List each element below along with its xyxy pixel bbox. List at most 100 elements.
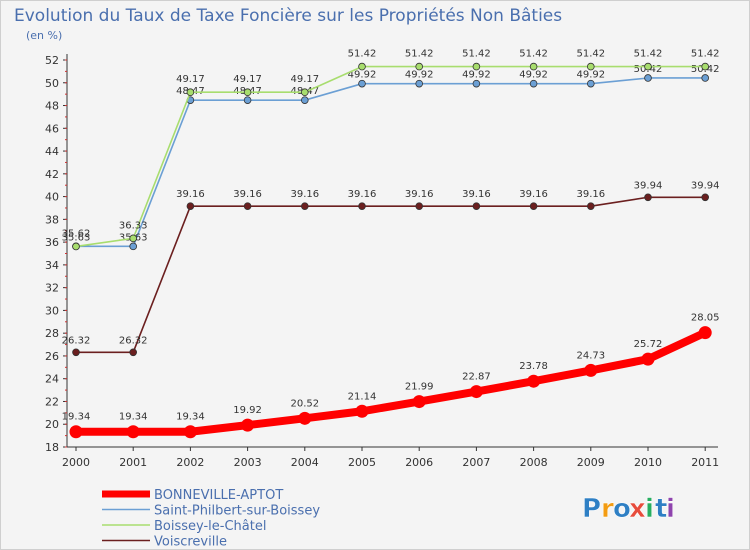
y-tick-label: 52 xyxy=(45,54,59,67)
y-tick-label: 48 xyxy=(45,100,59,113)
data-point xyxy=(412,395,426,409)
data-label: 51.42 xyxy=(462,49,491,60)
data-point xyxy=(584,363,598,377)
series-line xyxy=(72,328,710,436)
data-point xyxy=(243,202,252,210)
series-boissey-le-ch-tel: 35.62 36.33 49.17 49.17 49.17 51.42 51.42 51.42… xyxy=(62,49,720,251)
data-point xyxy=(358,62,366,71)
data-point xyxy=(129,234,138,243)
x-tick-label: 2008 xyxy=(520,456,548,469)
data-label: 39.94 xyxy=(634,180,663,191)
data-label: 39.16 xyxy=(462,189,491,200)
data-point xyxy=(469,385,483,399)
data-label: 39.16 xyxy=(348,189,377,200)
brand-letter: o xyxy=(613,494,631,524)
x-tick-label: 2011 xyxy=(691,456,719,469)
data-point xyxy=(701,193,709,202)
data-label: 49.92 xyxy=(405,70,434,81)
data-point xyxy=(415,62,424,71)
data-point xyxy=(529,202,538,210)
legend: BONNEVILLE-APTOTSaint-Philbert-sur-Boiss… xyxy=(102,488,320,550)
data-label: 35.63 xyxy=(62,232,91,243)
y-tick-label: 44 xyxy=(45,145,59,158)
series-saint-philbert-sur-boissey: 35.6335.6348.4748.4748.4749.9249.9249.92… xyxy=(62,64,720,251)
data-label: 19.92 xyxy=(233,405,262,416)
data-label: 24.73 xyxy=(576,350,605,361)
y-tick-label: 36 xyxy=(45,236,59,249)
x-tick-label: 2010 xyxy=(634,456,662,469)
data-label: 39.16 xyxy=(176,189,205,200)
data-point xyxy=(69,425,83,439)
data-point xyxy=(129,242,138,251)
data-label: 19.34 xyxy=(176,412,205,423)
data-point xyxy=(300,96,309,104)
data-point xyxy=(644,74,652,82)
data-point xyxy=(472,62,481,71)
y-tick-label: 20 xyxy=(45,418,59,431)
data-point xyxy=(358,202,366,210)
legend-label: Saint-Philbert-sur-Boissey xyxy=(154,504,320,519)
data-point xyxy=(300,88,309,97)
data-label: 26.32 xyxy=(62,335,91,346)
series-line xyxy=(75,77,706,248)
data-label: 39.16 xyxy=(233,189,262,200)
y-tick-label: 34 xyxy=(45,259,59,272)
legend-label: Boissey-le-Châtel xyxy=(154,519,266,534)
brand-letter: r xyxy=(601,494,614,524)
data-label: 39.16 xyxy=(405,189,434,200)
brand-letter: i xyxy=(645,494,654,524)
series-line xyxy=(75,196,706,354)
data-point xyxy=(243,96,252,104)
data-label: 51.42 xyxy=(405,49,434,60)
data-label: 28.05 xyxy=(691,313,720,324)
data-point xyxy=(183,425,197,439)
legend-label: BONNEVILLE-APTOT xyxy=(154,488,283,503)
y-tick-label: 22 xyxy=(45,395,59,408)
data-point xyxy=(241,418,255,432)
y-tick-label: 30 xyxy=(45,304,59,317)
x-tick-label: 2001 xyxy=(119,456,147,469)
data-label: 19.34 xyxy=(62,412,91,423)
brand-letter: i xyxy=(666,494,675,524)
unit-label: (en %) xyxy=(26,29,62,42)
data-label: 39.16 xyxy=(576,189,605,200)
data-label: 49.17 xyxy=(290,74,319,85)
brand-letter: t xyxy=(655,494,667,524)
axes: 18 20 22 24 26 28 30 32 34 36 38 40 42 44 46 48 50 52 2000… xyxy=(45,54,719,469)
data-point xyxy=(698,326,712,340)
data-label: 51.42 xyxy=(634,49,663,60)
data-label: 35.62 xyxy=(62,228,91,239)
data-point xyxy=(300,202,309,210)
data-point xyxy=(355,404,369,418)
x-tick-label: 2006 xyxy=(405,456,433,469)
data-label: 51.42 xyxy=(691,49,720,60)
data-point xyxy=(586,202,595,210)
x-tick-label: 2005 xyxy=(348,456,376,469)
data-point xyxy=(529,62,538,71)
data-point xyxy=(472,79,481,88)
data-label: 49.92 xyxy=(576,70,605,81)
data-point xyxy=(243,88,252,97)
data-point xyxy=(472,202,481,210)
series-layer: 26.32 26.32 39.16 39.16 39.16 39.16 39.16 39.16… xyxy=(62,49,720,439)
brand-letter: P xyxy=(582,494,601,524)
data-point xyxy=(415,79,424,88)
data-label: 21.14 xyxy=(348,391,377,402)
data-label: 39.94 xyxy=(691,180,720,191)
data-point xyxy=(644,62,652,71)
data-point xyxy=(586,62,595,71)
brand-letter: x xyxy=(629,494,646,524)
data-point xyxy=(126,425,140,439)
y-tick-label: 32 xyxy=(45,282,59,295)
legend-item: Voiscreville xyxy=(102,535,227,550)
data-point xyxy=(186,88,195,97)
data-point xyxy=(129,348,138,357)
data-point xyxy=(527,374,541,388)
x-tick-label: 2003 xyxy=(234,456,262,469)
data-point xyxy=(701,62,709,71)
data-point xyxy=(586,79,595,88)
data-label: 49.17 xyxy=(176,74,205,85)
data-point xyxy=(358,79,366,88)
